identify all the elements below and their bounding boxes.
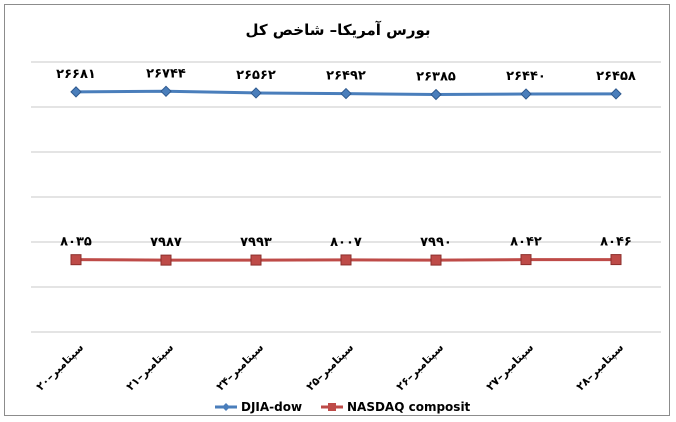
data-label: ۲۶۷۴۴: [146, 66, 186, 81]
x-tick-label: ۲۵–سپتامبر: [304, 341, 356, 393]
data-label: ۷۹۹۰: [420, 235, 452, 250]
x-tick-label: ۲۴–سپتامبر: [214, 341, 266, 393]
data-point: [250, 254, 262, 266]
data-label: ۸۰۰۷: [330, 235, 362, 250]
data-label: ۷۹۹۳: [240, 235, 272, 250]
data-label: ۲۶۶۸۱: [56, 67, 96, 82]
legend-label: DJIA-dow: [241, 400, 302, 414]
data-point: [160, 85, 172, 98]
data-label: ۲۶۴۹۲: [326, 69, 366, 84]
legend-item: DJIA-dow: [215, 400, 302, 414]
x-tick-label: ۲۰–سپتامبر: [34, 341, 86, 393]
data-label: ۲۶۴۵۸: [596, 69, 636, 84]
x-tick-label: ۲۷–سپتامبر: [484, 341, 536, 393]
data-point: [160, 254, 172, 266]
data-point: [610, 88, 622, 100]
line-chart: بورس آمریکا– شاخص کل ۲۶۶۸۱ ۲۶۷۴۴ ۲۶۵۶۲ ۲۶۴۹…: [31, 21, 661, 414]
legend-marker: [222, 403, 230, 411]
series-0: [70, 85, 622, 101]
data-label: ۲۶۵۶۲: [236, 68, 276, 83]
series-1: [70, 254, 622, 266]
data-point: [430, 88, 442, 101]
gridlines: [31, 61, 661, 333]
legend: DJIA-dow NASDAQ composit: [215, 400, 471, 414]
legend-label: NASDAQ composit: [347, 400, 471, 414]
data-label: ۸۰۴۲: [510, 235, 542, 250]
data-point: [250, 87, 262, 99]
chart-frame: بورس آمریکا– شاخص کل ۲۶۶۸۱ ۲۶۷۴۴ ۲۶۵۶۲ ۲۶۴۹…: [4, 4, 670, 416]
data-label: ۸۰۳۵: [60, 235, 92, 250]
data-point: [70, 254, 82, 266]
x-tick-label: ۲۱–سپتامبر: [124, 341, 176, 393]
data-point: [340, 254, 352, 266]
chart-title: بورس آمریکا– شاخص کل: [245, 21, 430, 39]
data-point: [340, 87, 352, 100]
data-label: ۸۰۴۶: [600, 235, 632, 250]
data-point: [610, 254, 622, 266]
data-point: [520, 88, 532, 100]
data-point: [70, 86, 82, 98]
legend-item: NASDAQ composit: [321, 400, 471, 414]
legend-marker: [328, 403, 336, 411]
data-label: ۲۶۴۴۰: [506, 69, 546, 84]
data-point: [430, 254, 442, 266]
data-point: [520, 254, 532, 266]
x-tick-label: ۲۶–سپتامبر: [394, 341, 446, 393]
x-axis-ticks: ۲۰–سپتامبر ۲۱–سپتامبر ۲۴–سپتامبر ۲۵–سپتامبر…: [34, 341, 626, 393]
data-label: ۷۹۸۷: [150, 235, 182, 250]
x-tick-label: ۲۸–سپتامبر: [574, 341, 626, 393]
data-label: ۲۶۳۸۵: [416, 70, 456, 85]
data-labels: ۲۶۶۸۱ ۲۶۷۴۴ ۲۶۵۶۲ ۲۶۴۹۲ ۲۶۳۸۵ ۲۶۴۴۰ ۲۶۴۵۸ ۸۰۳۵ ۷…: [56, 66, 636, 250]
series-layer: [70, 85, 622, 266]
